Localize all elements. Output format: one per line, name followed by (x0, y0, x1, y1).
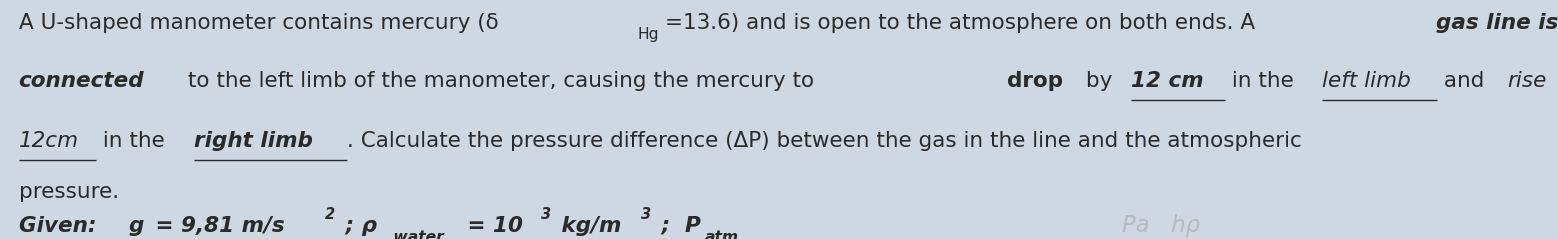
Text: and: and (1436, 71, 1491, 91)
Text: = 10: = 10 (460, 216, 523, 236)
Text: 2: 2 (324, 207, 335, 222)
Text: g: g (128, 216, 143, 236)
Text: A U-shaped manometer contains mercury (δ: A U-shaped manometer contains mercury (δ (19, 13, 499, 33)
Text: drop: drop (1006, 71, 1063, 91)
Text: 3: 3 (640, 207, 651, 222)
Text: gas line is: gas line is (1436, 13, 1558, 33)
Text: = 9,81 m/s: = 9,81 m/s (148, 216, 285, 236)
Text: in the: in the (97, 131, 171, 151)
Text: pressure.: pressure. (19, 182, 118, 202)
Text: to the left limb of the manometer, causing the mercury to: to the left limb of the manometer, causi… (181, 71, 821, 91)
Text: by: by (1080, 71, 1119, 91)
Text: right limb: right limb (193, 131, 313, 151)
Text: water: water (388, 230, 444, 239)
Text: Hg: Hg (637, 27, 659, 42)
Text: P: P (684, 216, 701, 236)
Text: connected: connected (19, 71, 145, 91)
Text: ;: ; (654, 216, 678, 236)
Text: . Calculate the pressure difference (ΔP) between the gas in the line and the atm: . Calculate the pressure difference (ΔP)… (347, 131, 1302, 151)
Text: in the: in the (1225, 71, 1301, 91)
Text: =13.6) and is open to the atmosphere on both ends. A: =13.6) and is open to the atmosphere on … (665, 13, 1262, 33)
Text: Given:: Given: (19, 216, 104, 236)
Text: 3: 3 (541, 207, 552, 222)
Text: Pa   hρ: Pa hρ (1122, 214, 1200, 237)
Text: left limb: left limb (1323, 71, 1412, 91)
Text: 12 cm: 12 cm (1131, 71, 1204, 91)
Text: ; ρ: ; ρ (338, 216, 377, 236)
Text: kg/m: kg/m (555, 216, 622, 236)
Text: rise: rise (1507, 71, 1546, 91)
Text: 12cm: 12cm (19, 131, 79, 151)
Text: atm: atm (704, 230, 738, 239)
